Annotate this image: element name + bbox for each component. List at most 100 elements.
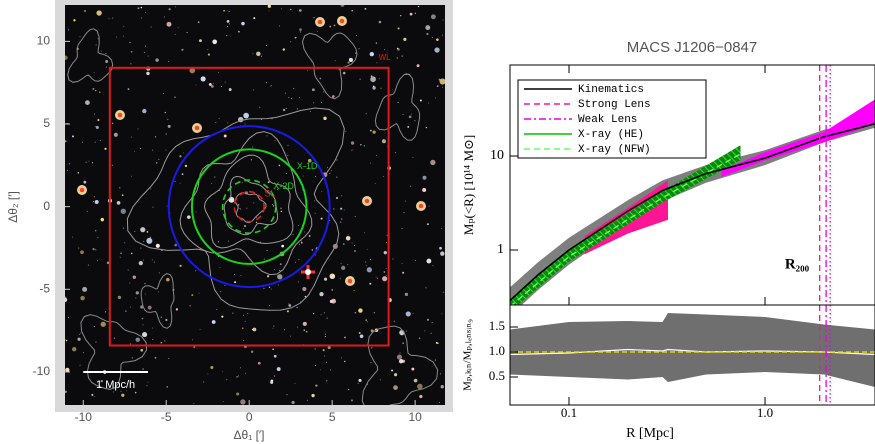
star — [266, 250, 268, 252]
star — [150, 26, 152, 28]
star — [369, 282, 372, 285]
star — [243, 112, 249, 119]
region-circle — [233, 190, 265, 223]
star — [78, 247, 80, 249]
star — [71, 135, 74, 138]
star — [82, 286, 88, 292]
star — [324, 277, 328, 281]
star — [144, 293, 146, 295]
star — [271, 118, 273, 120]
star — [220, 291, 222, 293]
star — [268, 286, 271, 288]
star — [80, 250, 84, 255]
star — [83, 352, 84, 354]
star — [120, 208, 126, 214]
star — [246, 207, 248, 209]
star — [401, 55, 403, 57]
star — [122, 227, 124, 229]
star — [313, 16, 315, 19]
star — [291, 98, 293, 100]
star — [284, 92, 286, 94]
star — [282, 108, 286, 112]
star — [104, 311, 107, 313]
star — [307, 70, 308, 72]
star — [437, 85, 439, 87]
star — [222, 371, 224, 373]
star — [419, 99, 422, 102]
contour — [67, 28, 114, 83]
star — [314, 212, 316, 214]
star — [435, 341, 438, 344]
x-tick-label: 0 — [246, 410, 253, 424]
star — [314, 254, 316, 256]
star — [256, 216, 257, 218]
star — [296, 37, 297, 39]
error-band — [721, 99, 875, 177]
star — [152, 339, 154, 341]
star — [160, 341, 163, 344]
star — [127, 269, 129, 271]
star — [130, 306, 132, 308]
star — [311, 249, 314, 251]
star — [414, 120, 416, 122]
star — [273, 325, 275, 327]
star — [199, 39, 202, 43]
star — [86, 210, 88, 212]
star — [193, 403, 195, 405]
star — [247, 312, 249, 314]
star — [140, 6, 143, 9]
star — [383, 251, 387, 255]
star — [228, 23, 230, 25]
star — [160, 316, 162, 318]
star — [195, 270, 197, 272]
star — [164, 111, 166, 114]
star — [393, 320, 395, 322]
star — [207, 53, 210, 56]
star — [256, 51, 261, 57]
star — [342, 243, 345, 245]
star — [410, 185, 412, 187]
star — [344, 360, 346, 363]
star — [276, 367, 281, 372]
star — [226, 35, 228, 37]
star — [348, 57, 353, 62]
star — [340, 263, 342, 265]
contour — [80, 314, 148, 390]
sky-image — [65, 5, 445, 405]
star — [373, 312, 375, 314]
star — [329, 172, 331, 174]
star — [179, 182, 181, 184]
star — [97, 118, 100, 122]
star — [397, 101, 399, 103]
star — [240, 399, 246, 405]
star — [357, 382, 359, 384]
star — [331, 289, 333, 291]
star — [91, 393, 94, 396]
y-tick-label: 0.5 — [489, 368, 505, 383]
y-axis-label: Δθ₂ [′] — [6, 191, 20, 223]
star — [166, 386, 168, 388]
star — [265, 82, 267, 84]
star — [303, 231, 305, 233]
star — [430, 159, 436, 166]
star — [147, 381, 149, 383]
star — [243, 228, 244, 230]
star — [360, 143, 362, 146]
star — [195, 211, 197, 213]
star — [363, 232, 365, 234]
star — [288, 304, 292, 307]
star — [384, 49, 385, 51]
star — [97, 260, 99, 262]
star — [112, 391, 114, 393]
star — [302, 321, 307, 326]
star — [419, 394, 423, 399]
star — [266, 135, 268, 137]
star — [438, 78, 441, 81]
star — [135, 337, 140, 342]
star — [244, 320, 246, 322]
star — [79, 364, 81, 366]
star — [401, 359, 406, 363]
star — [243, 339, 245, 341]
region-square — [108, 66, 390, 347]
